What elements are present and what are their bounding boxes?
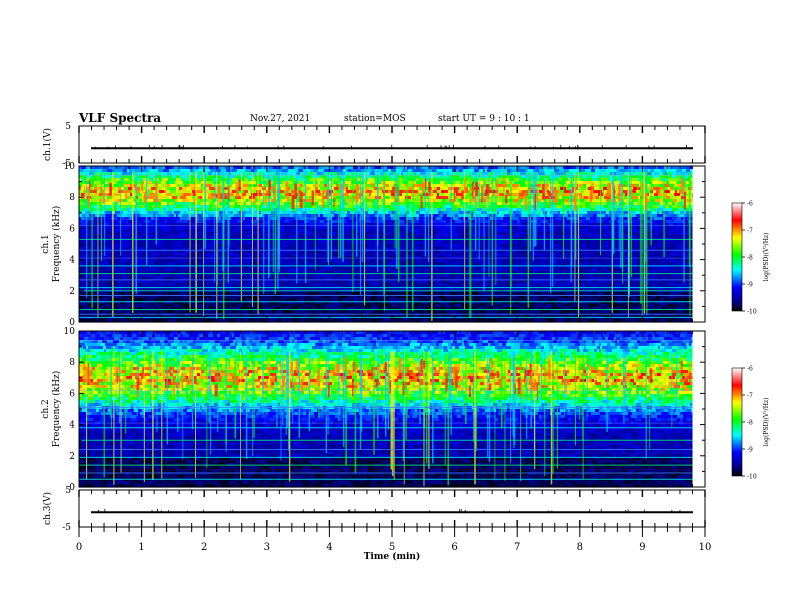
station-label: station=MOS [344,114,406,124]
colorbar-tick-label: -8 [747,420,753,427]
x-tick-label: 5 [389,542,395,553]
y-axis-label-waveform: ch.3(V) [42,492,53,525]
colorbar-tick-label: -7 [747,393,753,400]
y-tick-label: 2 [69,452,75,462]
x-tick-label: 8 [577,542,583,553]
y-tick-label: 10 [64,162,76,172]
y-tick-label: 6 [69,224,75,234]
y-axis-label-frequency: Frequency (kHz) [51,206,62,283]
colorbar-tick-label: -7 [747,228,753,235]
colorbar-tick-label: -8 [747,255,753,262]
observation-date: Nov.27, 2021 [250,114,311,124]
figure-title: VLF Spectra [79,111,162,125]
y-tick-label: 4 [69,421,75,431]
y-axis-label-frequency: Frequency (kHz) [51,371,62,448]
x-tick-label: 7 [514,542,520,553]
x-tick-label: 3 [264,542,270,553]
x-tick-label: 9 [639,542,645,553]
colorbar-tick-label: -6 [747,201,753,208]
colorbar-tick-label: -6 [747,366,753,373]
y-tick-label: 8 [69,358,75,368]
x-tick-label: 0 [76,542,82,553]
colorbar-label: log(PSD)(V²/Hz) [763,398,770,447]
x-tick-label: 2 [201,542,207,553]
y-tick-label: 6 [69,389,75,399]
colorbar-tick-label: -10 [747,474,757,481]
y-tick-label: 8 [69,193,75,203]
colorbar-label: log(PSD)(V²/Hz) [763,233,770,282]
y-tick-label: 5 [65,486,71,496]
colorbar-tick-label: -9 [747,282,753,289]
y-tick-label: -5 [62,159,71,169]
colorbar-tick-label: -10 [747,309,757,316]
y-tick-label: 2 [69,287,75,297]
start-time-label: start UT = 9 : 10 : 1 [438,114,530,124]
y-tick-label: 10 [64,327,76,337]
colorbar [731,367,743,477]
y-tick-label: 4 [69,256,75,266]
y-axis-label-channel: ch.1 [41,234,51,253]
y-tick-label: 0 [69,483,75,493]
y-tick-label: -5 [62,523,71,533]
x-tick-label: 10 [699,542,712,553]
x-tick-label: 4 [326,542,332,553]
colorbar [731,202,743,312]
y-axis-label-channel: ch.2 [41,399,51,418]
x-tick-label: 6 [451,542,457,553]
colorbar-tick-label: -9 [747,447,753,454]
x-tick-label: 1 [138,542,144,553]
y-tick-label: 0 [69,318,75,328]
x-axis-label: Time (min) [364,551,421,562]
y-tick-label: 5 [65,122,71,132]
y-axis-label-waveform: ch.1(V) [42,128,53,161]
